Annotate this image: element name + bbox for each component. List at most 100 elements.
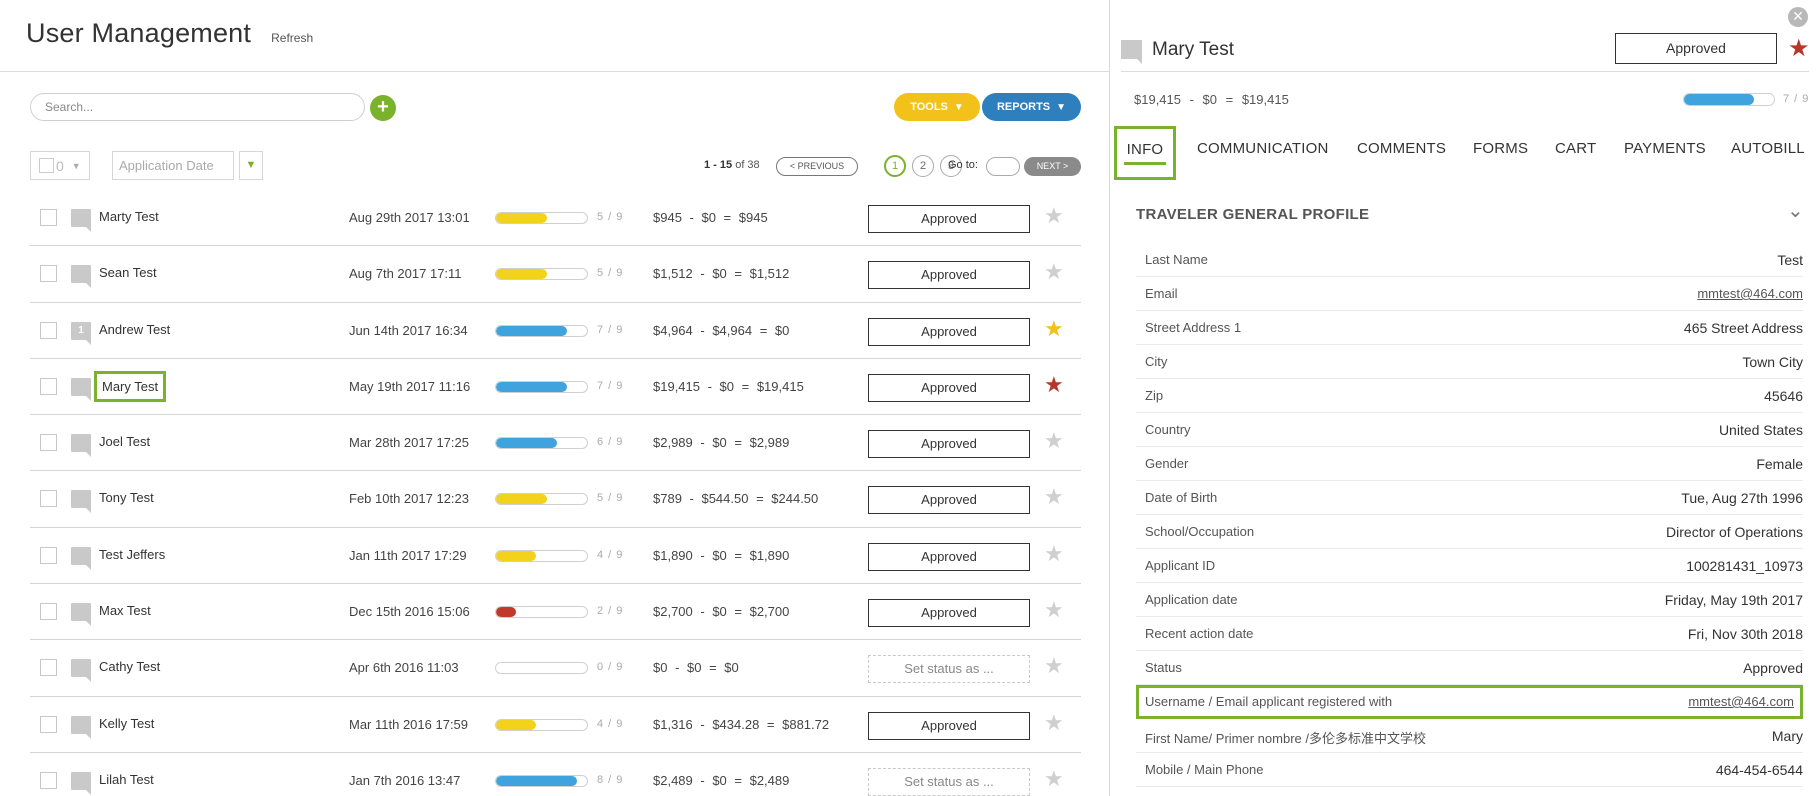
field-link[interactable]: mmtest@464.com xyxy=(1688,694,1794,709)
table-row[interactable]: Sean Test Aug 7th 2017 17:11 5 / 9 $1,51… xyxy=(30,246,1081,303)
row-checkbox[interactable] xyxy=(40,659,57,677)
field-value: Mary xyxy=(1771,728,1803,744)
star-icon[interactable]: ★ xyxy=(1044,597,1064,623)
table-row[interactable]: Lilah Test Jan 7th 2016 13:47 8 / 9 $2,4… xyxy=(30,753,1081,796)
goto-label: Go to: xyxy=(948,159,978,171)
row-checkbox[interactable] xyxy=(40,265,57,283)
applicant-name[interactable]: Max Test xyxy=(99,603,151,619)
close-icon[interactable]: ✕ xyxy=(1788,7,1808,27)
field-link[interactable]: mmtest@464.com xyxy=(1697,286,1803,301)
star-icon[interactable]: ★ xyxy=(1044,315,1064,341)
table-row[interactable]: Tony Test Feb 10th 2017 12:23 5 / 9 $789… xyxy=(30,471,1081,528)
comment-icon[interactable]: 1 xyxy=(71,321,91,345)
page-3-button[interactable]: 3 xyxy=(940,155,962,177)
profile-fields: Last Name Test Email mmtest@464.com Stre… xyxy=(1136,243,1803,787)
table-row[interactable]: Mary Test May 19th 2017 11:16 7 / 9 $19,… xyxy=(30,359,1081,416)
status-button[interactable]: Approved xyxy=(868,599,1030,628)
progress-fill xyxy=(496,719,537,730)
star-icon[interactable]: ★ xyxy=(1044,371,1064,397)
tools-button[interactable]: TOOLS ▼ xyxy=(894,93,980,121)
applicant-name[interactable]: Andrew Test xyxy=(99,321,171,337)
bulk-select-dropdown[interactable]: 0 ▼ xyxy=(30,151,90,180)
star-icon[interactable]: ★ xyxy=(1044,540,1064,566)
tab-autobill[interactable]: AUTOBILL xyxy=(1731,140,1805,157)
star-icon[interactable]: ★ xyxy=(1044,203,1064,228)
comment-icon[interactable] xyxy=(71,715,91,739)
goto-page-input[interactable] xyxy=(986,157,1020,176)
comment-icon[interactable] xyxy=(71,659,91,683)
detail-status-button[interactable]: Approved xyxy=(1615,33,1777,64)
refresh-link[interactable]: Refresh xyxy=(271,31,314,45)
tab-communication[interactable]: COMMUNICATION xyxy=(1197,140,1329,157)
row-checkbox[interactable] xyxy=(40,434,57,452)
page-2-button[interactable]: 2 xyxy=(912,155,934,177)
star-icon[interactable]: ★ xyxy=(1044,428,1064,454)
reports-button[interactable]: REPORTS ▼ xyxy=(982,93,1081,121)
row-checkbox[interactable] xyxy=(40,321,57,339)
applicant-name[interactable]: Tony Test xyxy=(99,490,154,506)
table-row[interactable]: Cathy Test Apr 6th 2016 11:03 0 / 9 $0 -… xyxy=(30,640,1081,697)
tab-info[interactable]: INFO xyxy=(1114,126,1176,180)
row-checkbox[interactable] xyxy=(40,771,57,789)
applicant-name[interactable]: Joel Test xyxy=(99,434,151,450)
applicant-name[interactable]: Cathy Test xyxy=(99,659,161,675)
comment-icon[interactable] xyxy=(71,490,91,514)
row-checkbox[interactable] xyxy=(40,603,57,621)
row-checkbox[interactable] xyxy=(40,546,57,564)
status-button[interactable]: Approved xyxy=(868,317,1030,346)
detail-name: Mary Test xyxy=(1152,39,1235,60)
comment-icon[interactable] xyxy=(71,265,91,289)
applicant-name[interactable]: Mary Test xyxy=(94,370,167,402)
star-icon[interactable]: ★ xyxy=(1044,709,1064,735)
status-button[interactable]: Approved xyxy=(868,542,1030,571)
table-row[interactable]: 1 Andrew Test Jun 14th 2017 16:34 7 / 9 … xyxy=(30,303,1081,359)
table-row[interactable]: Joel Test Mar 28th 2017 17:25 6 / 9 $2,9… xyxy=(30,415,1081,472)
status-button[interactable]: Approved xyxy=(868,430,1030,459)
page-1-button[interactable]: 1 xyxy=(884,155,906,177)
status-button[interactable]: Approved xyxy=(868,205,1030,233)
status-button[interactable]: Approved xyxy=(868,486,1030,515)
star-icon[interactable]: ★ xyxy=(1044,653,1064,679)
status-button[interactable]: Approved xyxy=(868,261,1030,290)
status-button[interactable]: Set status as ... xyxy=(868,767,1030,796)
table-row[interactable]: Max Test Dec 15th 2016 15:06 2 / 9 $2,70… xyxy=(30,584,1081,641)
star-icon[interactable]: ★ xyxy=(1044,259,1064,285)
status-button[interactable]: Approved xyxy=(868,373,1030,402)
applicant-name[interactable]: Kelly Test xyxy=(99,715,155,731)
chevron-down-icon[interactable]: ⌄ xyxy=(1787,200,1804,222)
date-filter-caret-icon[interactable]: ▼ xyxy=(239,151,263,180)
comment-icon[interactable] xyxy=(1121,40,1142,64)
application-date-filter[interactable]: Application Date xyxy=(112,151,234,180)
comment-icon[interactable] xyxy=(71,434,91,458)
table-row[interactable]: Kelly Test Mar 11th 2016 17:59 4 / 9 $1,… xyxy=(30,697,1081,753)
table-row[interactable]: Marty Test Aug 29th 2017 13:01 5 / 9 $94… xyxy=(30,190,1081,247)
star-icon[interactable]: ★ xyxy=(1044,484,1064,510)
status-button[interactable]: Approved xyxy=(868,711,1030,740)
status-button[interactable]: Set status as ... xyxy=(868,655,1030,684)
row-checkbox[interactable] xyxy=(40,377,57,395)
star-icon[interactable]: ★ xyxy=(1788,35,1810,62)
comment-icon[interactable] xyxy=(71,377,91,401)
applicant-name[interactable]: Sean Test xyxy=(99,265,157,281)
add-user-button[interactable]: + xyxy=(370,95,396,121)
select-all-checkbox[interactable] xyxy=(39,158,54,173)
row-checkbox[interactable] xyxy=(40,209,57,226)
comment-icon[interactable] xyxy=(71,603,91,627)
applicant-name[interactable]: Marty Test xyxy=(99,209,159,224)
row-checkbox[interactable] xyxy=(40,715,57,733)
tab-comments[interactable]: COMMENTS xyxy=(1357,140,1447,157)
comment-icon[interactable] xyxy=(71,771,91,795)
applicant-name[interactable]: Test Jeffers xyxy=(99,546,166,562)
search-input[interactable] xyxy=(30,93,365,121)
tab-cart[interactable]: CART xyxy=(1555,140,1597,157)
comment-icon[interactable] xyxy=(71,546,91,570)
tab-payments[interactable]: PAYMENTS xyxy=(1624,140,1706,157)
star-icon[interactable]: ★ xyxy=(1044,765,1064,791)
row-checkbox[interactable] xyxy=(40,490,57,508)
tab-forms[interactable]: FORMS xyxy=(1473,140,1529,157)
next-page-button[interactable]: NEXT > xyxy=(1024,157,1081,176)
table-row[interactable]: Test Jeffers Jan 11th 2017 17:29 4 / 9 $… xyxy=(30,528,1081,585)
comment-icon[interactable] xyxy=(71,209,91,232)
previous-page-button[interactable]: < PREVIOUS xyxy=(776,157,858,176)
applicant-name[interactable]: Lilah Test xyxy=(99,771,154,787)
